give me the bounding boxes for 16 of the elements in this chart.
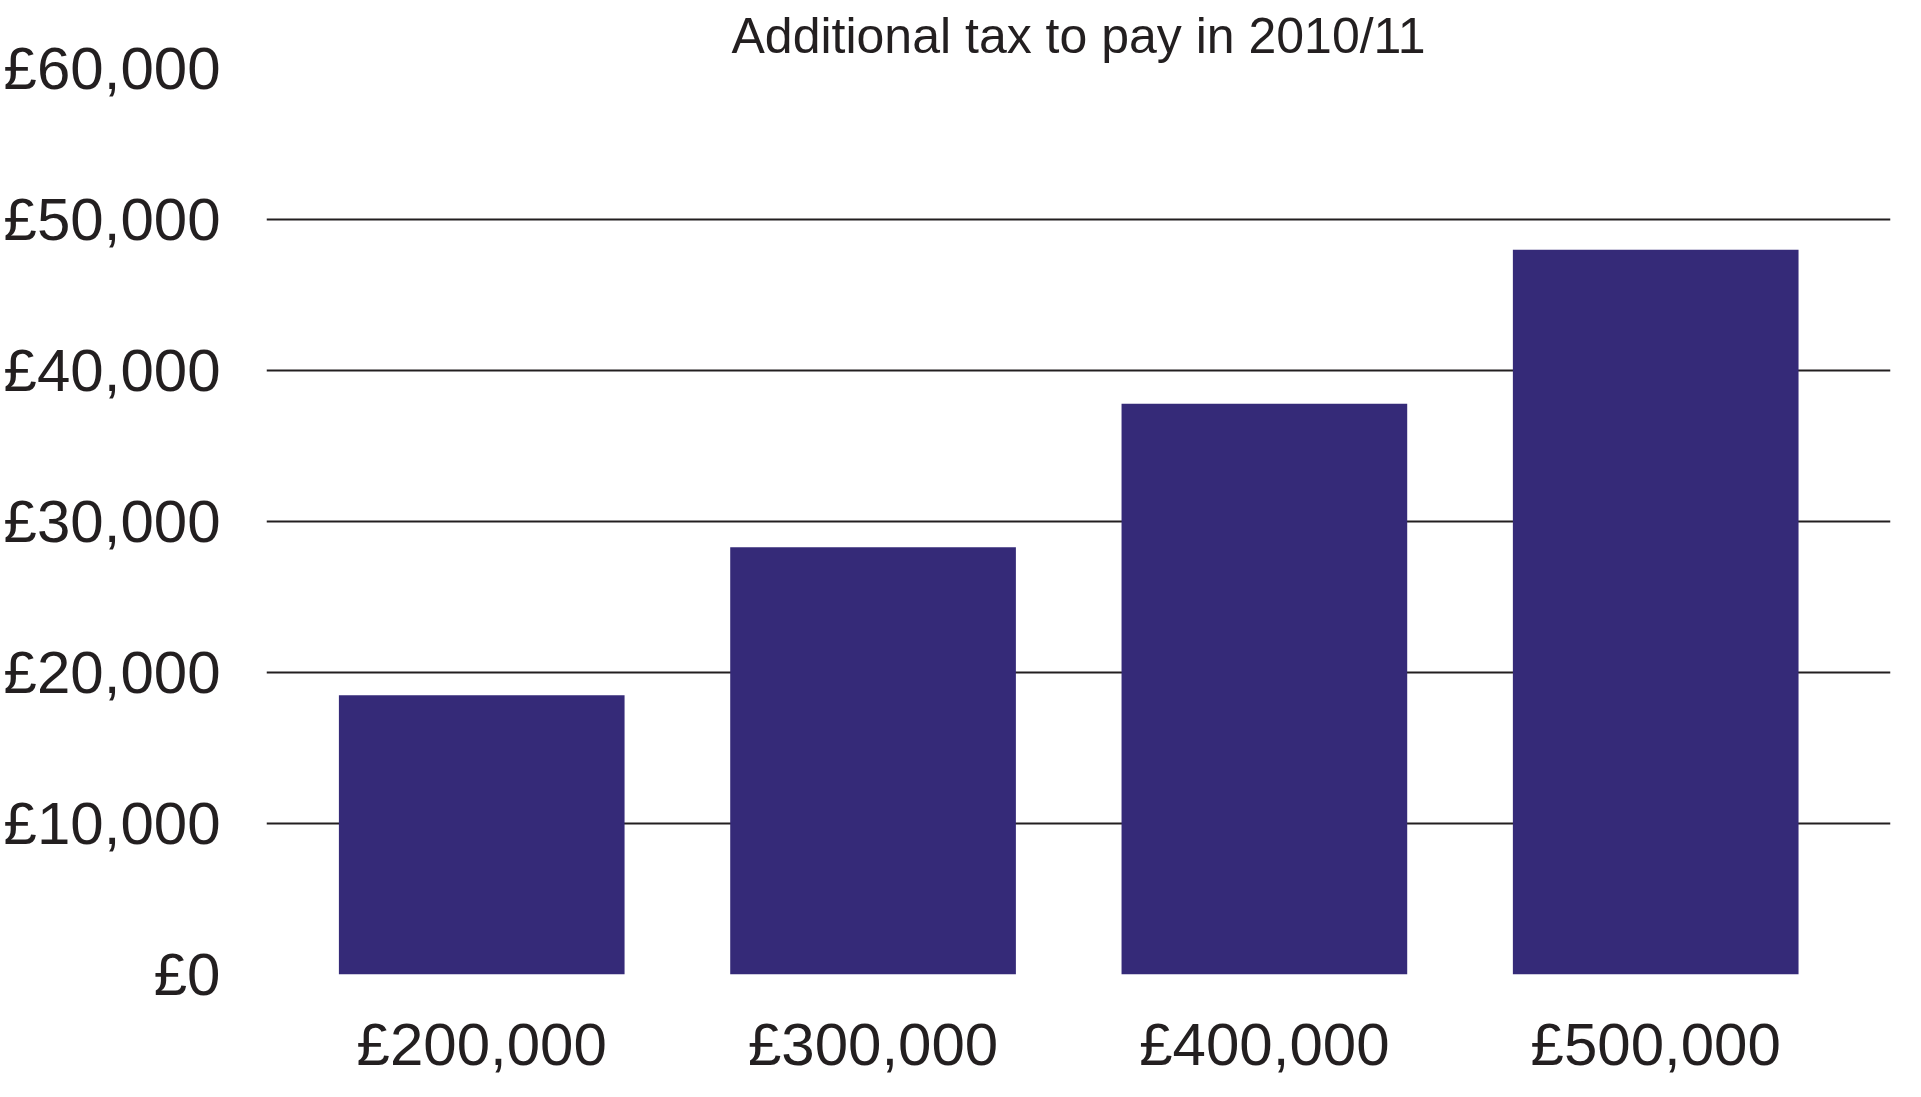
y-tick-label: £20,000 — [3, 639, 221, 706]
bar — [1512, 249, 1799, 975]
x-tick-label: £300,000 — [747, 1010, 999, 1078]
y-tick-label: £40,000 — [3, 337, 221, 404]
bar — [338, 695, 625, 975]
bar — [730, 547, 1016, 975]
x-tick-label: £200,000 — [356, 1010, 607, 1078]
y-tick-label: £10,000 — [3, 790, 221, 857]
y-tick-label: £30,000 — [3, 488, 221, 555]
y-tick-label: £50,000 — [3, 186, 221, 253]
chart-title: Additional tax to pay in 2010/11 — [731, 7, 1426, 64]
x-tick-label: £400,000 — [1139, 1010, 1390, 1078]
y-tick-label: £0 — [153, 941, 221, 1008]
y-tick-label: £60,000 — [3, 35, 221, 102]
x-tick-label: £500,000 — [1530, 1010, 1781, 1078]
bar — [1121, 403, 1408, 975]
